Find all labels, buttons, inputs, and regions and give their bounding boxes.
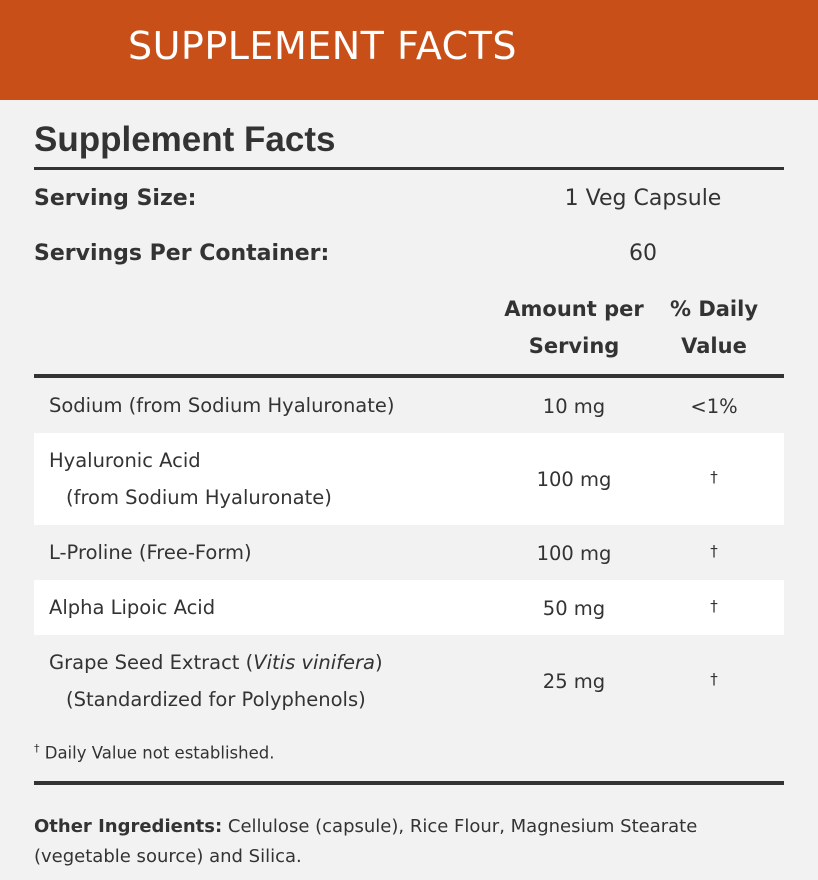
other-ingredients: Other Ingredients: Cellulose (capsule), …: [34, 812, 784, 872]
ingredient-name: L-Proline (Free-Form): [49, 541, 252, 564]
table-row: Sodium (from Sodium Hyaluronate) 10 mg <…: [34, 378, 784, 433]
ingredient-daily-value: †: [710, 542, 718, 560]
table-row: Alpha Lipoic Acid 50 mg †: [34, 580, 784, 635]
servings-per-container-label: Servings Per Container:: [34, 241, 330, 266]
ingredient-name: Sodium (from Sodium Hyaluronate): [49, 394, 395, 417]
column-header-amount-line1: Amount per: [504, 297, 644, 321]
title-divider: [34, 167, 784, 170]
ingredient-subname: (from Sodium Hyaluronate): [66, 486, 332, 509]
ingredient-amount: 10 mg: [542, 395, 606, 418]
ingredient-daily-value: †: [710, 468, 718, 486]
table-row: Hyaluronic Acid (from Sodium Hyaluronate…: [34, 433, 784, 525]
column-header-dv-line2: Value: [681, 334, 747, 358]
ingredient-name: Hyaluronic Acid: [49, 449, 201, 472]
banner-title: SUPPLEMENT FACTS: [128, 24, 518, 68]
other-ingredients-label: Other Ingredients:: [34, 816, 223, 837]
ingredient-amount: 25 mg: [542, 670, 606, 693]
ingredient-name: Alpha Lipoic Acid: [49, 596, 216, 619]
footnote-text: Daily Value not established.: [39, 743, 275, 763]
ingredient-name-block: Grape Seed Extract (Vitis vinifera) (Sta…: [49, 644, 383, 718]
ingredient-name-block: Hyaluronic Acid (from Sodium Hyaluronate…: [49, 442, 332, 516]
serving-size-value: 1 Veg Capsule: [564, 186, 722, 211]
header-banner: SUPPLEMENT FACTS: [0, 0, 818, 100]
header-divider: [34, 374, 784, 378]
ingredient-daily-value: †: [710, 670, 718, 688]
ingredient-subname: (Standardized for Polyphenols): [66, 688, 366, 711]
ingredient-amount: 50 mg: [542, 597, 606, 620]
servings-per-container-value: 60: [629, 241, 657, 266]
ingredient-name-suffix: ): [375, 651, 383, 674]
footnote-dagger: †: [34, 742, 40, 755]
column-header-amount: Amount per Serving: [494, 291, 654, 365]
other-ingredients-text: Cellulose (capsule), Rice Flour, Magnesi…: [34, 816, 698, 867]
column-header-amount-line2: Serving: [528, 334, 620, 358]
daily-value-footnote: † Daily Value not established.: [34, 742, 274, 763]
table-row: Grape Seed Extract (Vitis vinifera) (Sta…: [34, 635, 784, 727]
footer-divider: [34, 781, 784, 785]
table-row: L-Proline (Free-Form) 100 mg †: [34, 525, 784, 580]
column-header-daily-value: % Daily Value: [659, 291, 769, 365]
ingredient-daily-value: <1%: [690, 395, 738, 418]
column-header-dv-line1: % Daily: [669, 297, 759, 321]
facts-title: Supplement Facts: [34, 120, 336, 159]
ingredient-name-latin: Vitis vinifera: [253, 651, 375, 674]
ingredient-daily-value: †: [710, 597, 718, 615]
ingredient-name-prefix: Grape Seed Extract (: [49, 651, 254, 674]
ingredient-amount: 100 mg: [536, 542, 612, 565]
ingredient-amount: 100 mg: [536, 468, 612, 491]
serving-size-label: Serving Size:: [34, 186, 197, 211]
